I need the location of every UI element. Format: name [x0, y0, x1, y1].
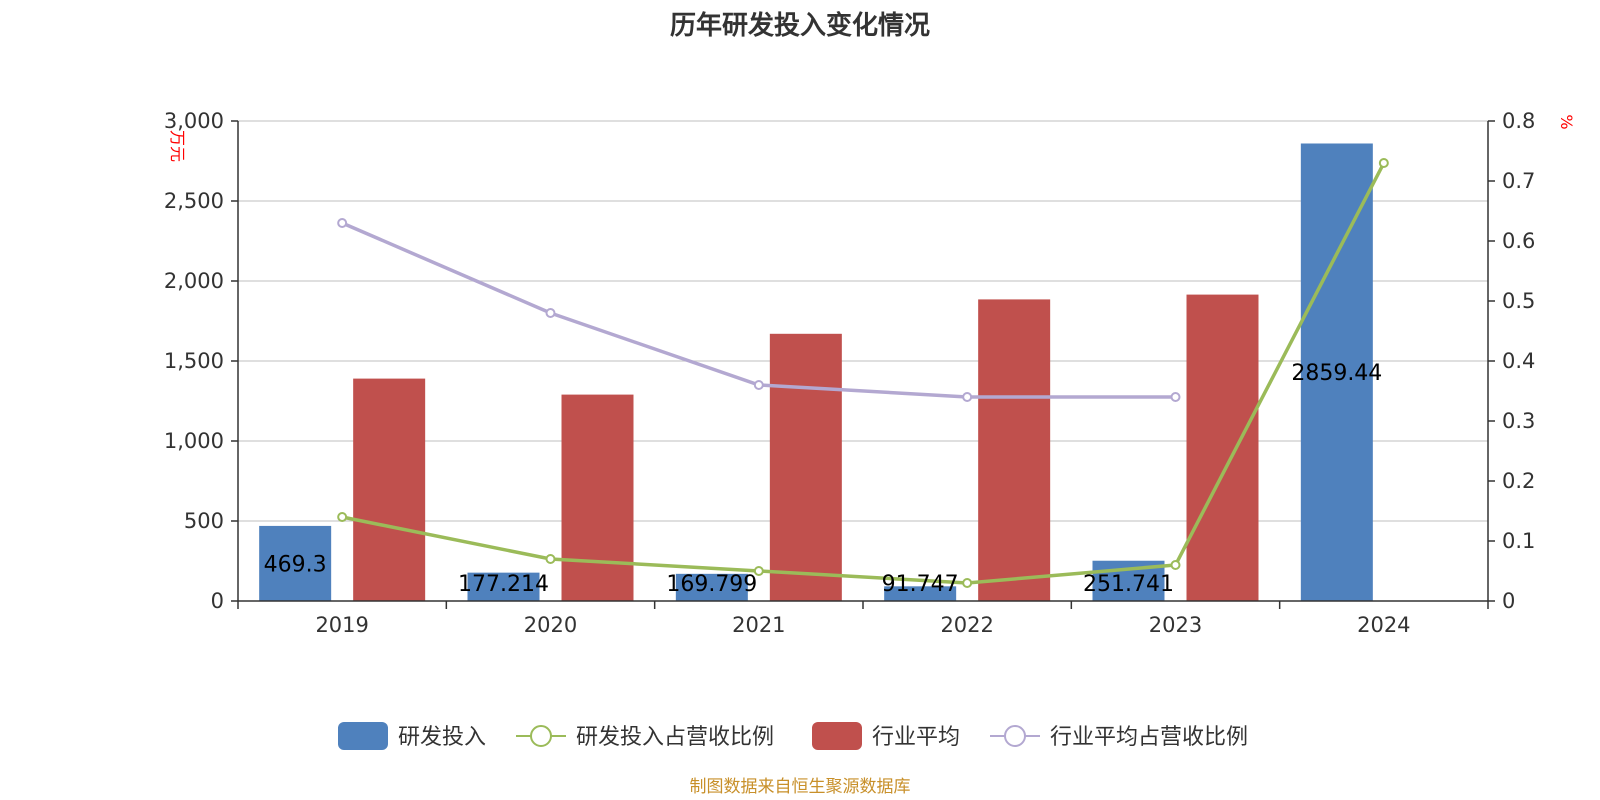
bar-rd-2024: [1300, 143, 1373, 601]
bar-industry-2022: [978, 299, 1051, 601]
y-left-tick-label: 3,000: [164, 109, 224, 133]
y-right-tick-label: 0.4: [1502, 349, 1535, 373]
bar-rd-2020: [467, 572, 540, 601]
y-right-tick-label: 0.8: [1502, 109, 1535, 133]
y-left-tick-label: 500: [184, 509, 224, 533]
bar-data-label: 91.747: [882, 572, 959, 597]
line-point: [337, 512, 348, 522]
legend-label: 行业平均: [872, 725, 960, 750]
chart-title: 历年研发投入变化情况: [670, 10, 930, 41]
line-industry-ratio: [341, 221, 1176, 399]
legend-swatch: [812, 722, 862, 750]
bars: [259, 143, 1373, 601]
y-left-tick-label: 1,000: [164, 429, 224, 453]
x-tick-label: 2024: [1357, 613, 1410, 637]
bar-industry-2019: [353, 378, 426, 601]
legend-marker: [530, 725, 552, 747]
y-left-tick-label: 0: [211, 589, 224, 613]
y-right-tick-label: 0.5: [1502, 289, 1535, 313]
bar-data-label: 177.214: [458, 572, 549, 597]
line-point: [962, 392, 973, 402]
y-right-tick-label: 0.2: [1502, 469, 1535, 493]
legend-label: 研发投入: [398, 725, 486, 750]
line-point: [753, 566, 764, 576]
legend-swatch: [338, 722, 388, 750]
bar-industry-2020: [561, 394, 634, 601]
legend-label: 研发投入占营收比例: [576, 725, 774, 750]
y-right-tick-label: 0: [1502, 589, 1515, 613]
y-left-tick-label: 2,500: [164, 189, 224, 213]
bar-data-label: 469.3: [264, 552, 327, 577]
legend: 研发投入 研发投入占营收比例 行业平均 行业平均占营收比例: [338, 722, 1248, 750]
x-tick-label: 2023: [1149, 613, 1202, 637]
bar-data-label: 251.741: [1083, 572, 1174, 597]
legend-marker: [1004, 725, 1026, 747]
bar-rd-2019: [259, 525, 332, 601]
y-left-tick-label: 2,000: [164, 269, 224, 293]
x-tick-label: 2019: [315, 613, 368, 637]
gridlines: [238, 120, 1488, 522]
line-series: [337, 158, 1389, 588]
x-tick-label: 2022: [940, 613, 993, 637]
line-point: [1378, 158, 1389, 168]
x-tick-label: 2020: [524, 613, 577, 637]
x-tick-label: 2021: [732, 613, 785, 637]
data-labels: 469.3 177.214 169.799 91.747 251.741 2859.44: [264, 361, 1383, 597]
line-point: [1170, 392, 1181, 402]
bar-data-label: 169.799: [666, 572, 757, 597]
y-right-tick-label: 0.7: [1502, 169, 1535, 193]
axes: 0 500 1,000 1,500 2,000 2,500 3,000 0 0.1 0.2 0.3 0…: [164, 109, 1536, 637]
y-right-tick-label: 0.3: [1502, 409, 1535, 433]
y-left-tick-label: 1,500: [164, 349, 224, 373]
bar-rd-2022: [884, 586, 957, 601]
line-point: [337, 218, 348, 228]
y-left-unit-label: 万元: [168, 130, 187, 162]
line-point: [545, 308, 556, 318]
bar-industry-2021: [769, 333, 842, 601]
source-note: 制图数据来自恒生聚源数据库: [690, 777, 911, 797]
y-right-unit-label: %: [1557, 114, 1576, 129]
line-rd-ratio: [341, 162, 1386, 585]
legend-label: 行业平均占营收比例: [1050, 725, 1248, 750]
bar-industry-2023: [1186, 294, 1259, 601]
y-right-tick-label: 0.6: [1502, 229, 1535, 253]
bar-data-label: 2859.44: [1291, 361, 1382, 386]
line-point: [545, 554, 556, 564]
y-right-tick-label: 0.1: [1502, 529, 1535, 553]
line-point: [962, 578, 973, 588]
line-point: [1170, 560, 1181, 570]
bar-rd-2021: [675, 573, 748, 601]
line-point: [753, 380, 764, 390]
